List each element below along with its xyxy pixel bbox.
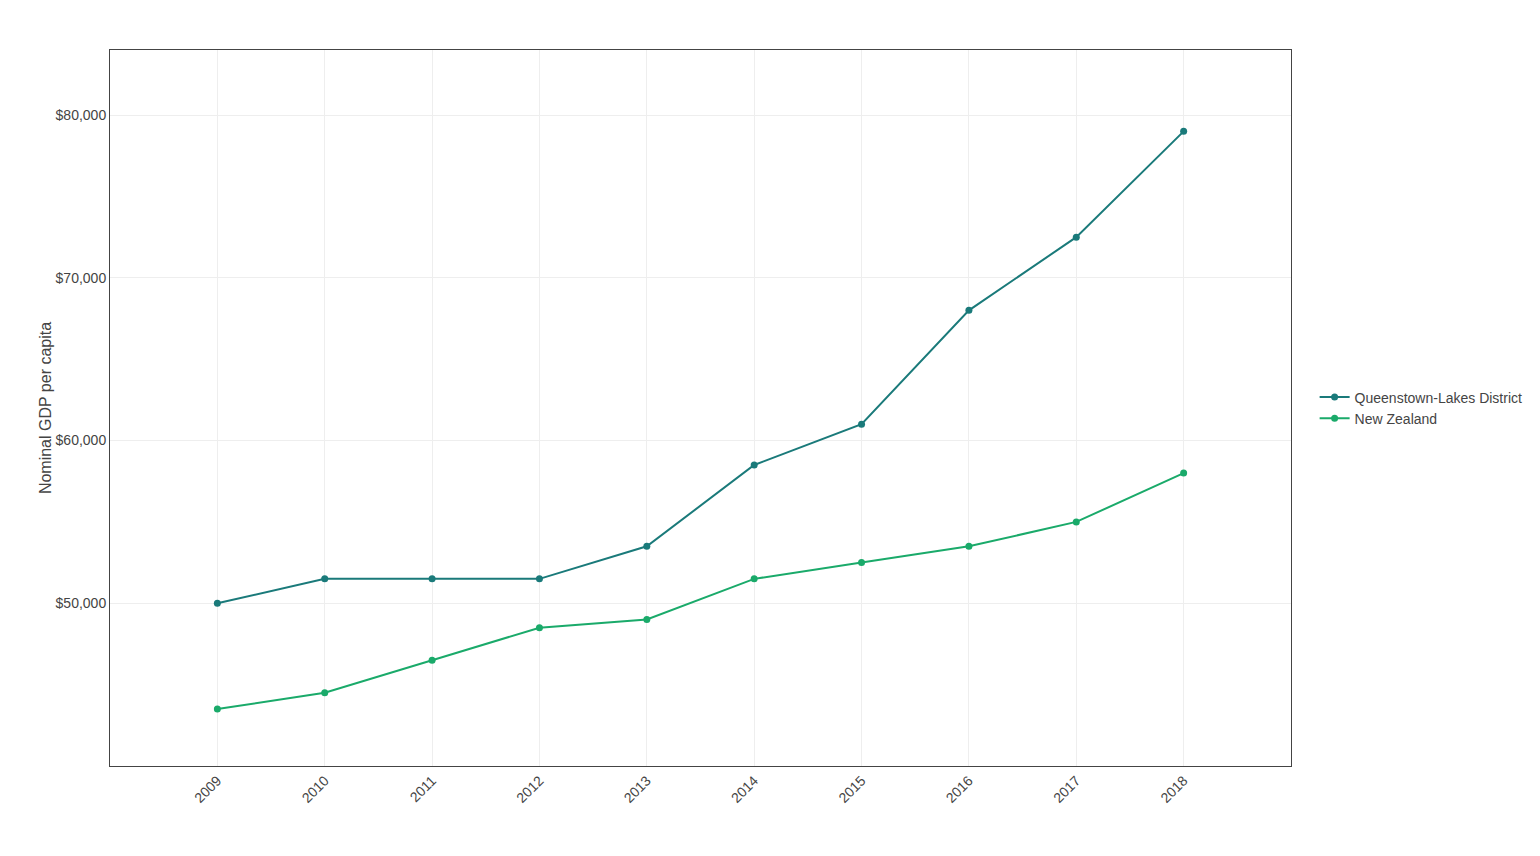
svg-text:2014: 2014 [728,772,761,805]
svg-text:$70,000: $70,000 [56,270,107,286]
svg-text:2011: 2011 [407,772,440,805]
svg-text:2018: 2018 [1157,772,1190,805]
svg-text:2009: 2009 [191,772,224,805]
svg-text:$80,000: $80,000 [56,107,107,123]
svg-text:2016: 2016 [943,772,976,805]
svg-text:Nominal GDP per capita: Nominal GDP per capita [37,322,54,494]
svg-text:$50,000: $50,000 [56,595,107,611]
svg-text:New Zealand: New Zealand [1355,411,1438,427]
svg-text:Queenstown-Lakes District: Queenstown-Lakes District [1355,390,1522,406]
svg-text:2013: 2013 [621,772,654,805]
svg-text:2010: 2010 [298,772,331,805]
svg-text:2017: 2017 [1050,772,1083,805]
svg-text:$60,000: $60,000 [56,432,107,448]
svg-text:2012: 2012 [513,772,546,805]
svg-text:2015: 2015 [835,772,868,805]
